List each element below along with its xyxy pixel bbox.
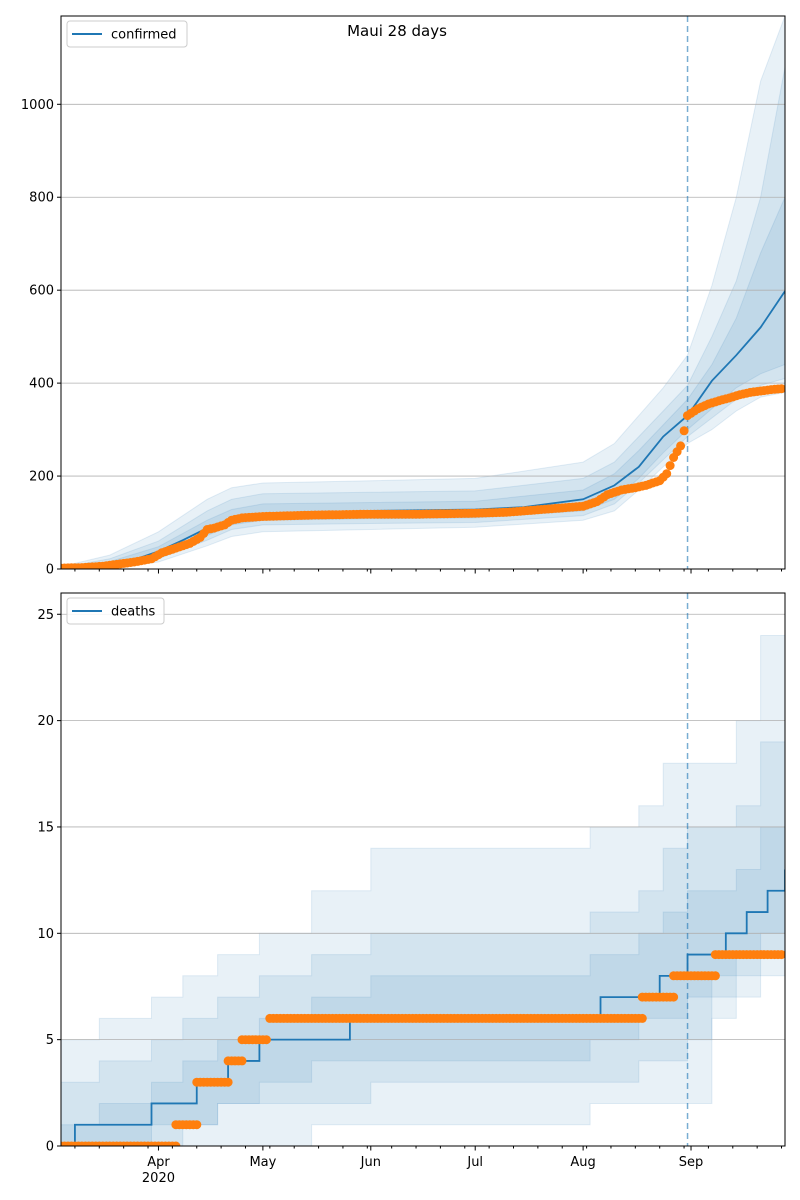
confirmed-legend-label: confirmed xyxy=(111,28,177,43)
confirmed-ytick-label: 400 xyxy=(29,377,54,392)
deaths-observed-point xyxy=(171,1141,181,1146)
deaths-observed-points xyxy=(61,950,785,1146)
deaths-band-1 xyxy=(61,699,785,1146)
xtick-label: Apr xyxy=(147,1155,170,1170)
deaths-ytick-label: 20 xyxy=(37,714,54,729)
xtick-label: May xyxy=(249,1155,276,1170)
confirmed-legend: confirmed xyxy=(66,20,188,48)
confirmed-ytick-label: 1000 xyxy=(21,98,54,113)
confirmed-observed-point xyxy=(662,469,672,479)
deaths-ytick-label: 15 xyxy=(37,820,54,835)
xtick-sublabel: 2020 xyxy=(142,1171,175,1186)
confirmed-y-ticks: 0 200 400 600 800 1000 xyxy=(21,98,61,578)
xtick-label: Aug xyxy=(570,1155,595,1170)
confirmed-observed-point xyxy=(665,461,675,471)
deaths-observed-point xyxy=(637,1013,647,1023)
deaths-y-ticks: 0 5 10 15 20 25 xyxy=(37,608,61,1155)
xtick-label: Jun xyxy=(360,1155,381,1170)
deaths-legend: deaths xyxy=(66,597,165,625)
confirmed-x-ticks xyxy=(74,569,783,574)
confirmed-observed-point xyxy=(679,426,689,436)
deaths-ytick-label: 0 xyxy=(46,1140,54,1155)
confirmed-ytick-label: 600 xyxy=(29,284,54,299)
xtick-label: Sep xyxy=(679,1155,704,1170)
confirmed-panel: 0 200 400 600 800 1000 confirmed Maui 28 days xyxy=(21,15,786,578)
deaths-model-path xyxy=(61,869,785,1146)
deaths-observed-point xyxy=(223,1077,233,1087)
confirmed-axes-frame xyxy=(60,15,786,570)
confirmed-ytick-label: 0 xyxy=(46,563,54,578)
confirmed-band-0 xyxy=(61,16,785,569)
confirmed-band-1 xyxy=(61,67,785,569)
deaths-observed-point xyxy=(237,1056,247,1066)
deaths-observed-point xyxy=(777,950,785,960)
confirmed-legend-box xyxy=(66,20,188,48)
confirmed-band-2 xyxy=(61,196,785,569)
xtick-label: Jul xyxy=(466,1155,483,1170)
deaths-ytick-label: 25 xyxy=(37,608,54,623)
deaths-observed-point xyxy=(710,971,720,981)
deaths-ytick-label: 5 xyxy=(46,1033,54,1048)
confirmed-ytick-label: 800 xyxy=(29,191,54,206)
chart-title: Maui 28 days xyxy=(347,22,447,40)
confirmed-observed-points xyxy=(61,384,785,569)
confirmed-bands xyxy=(61,16,785,569)
confirmed-ytick-label: 200 xyxy=(29,470,54,485)
confirmed-observed-point xyxy=(676,441,686,451)
deaths-legend-label: deaths xyxy=(111,605,156,620)
deaths-observed-point xyxy=(192,1120,202,1130)
deaths-observed-point xyxy=(669,992,679,1002)
deaths-model-line xyxy=(61,869,785,1146)
deaths-legend-box xyxy=(66,597,165,625)
deaths-axes-frame xyxy=(60,592,786,1147)
deaths-observed-point xyxy=(261,1035,271,1045)
deaths-ytick-label: 10 xyxy=(37,927,54,942)
confirmed-observed-point xyxy=(777,384,785,394)
